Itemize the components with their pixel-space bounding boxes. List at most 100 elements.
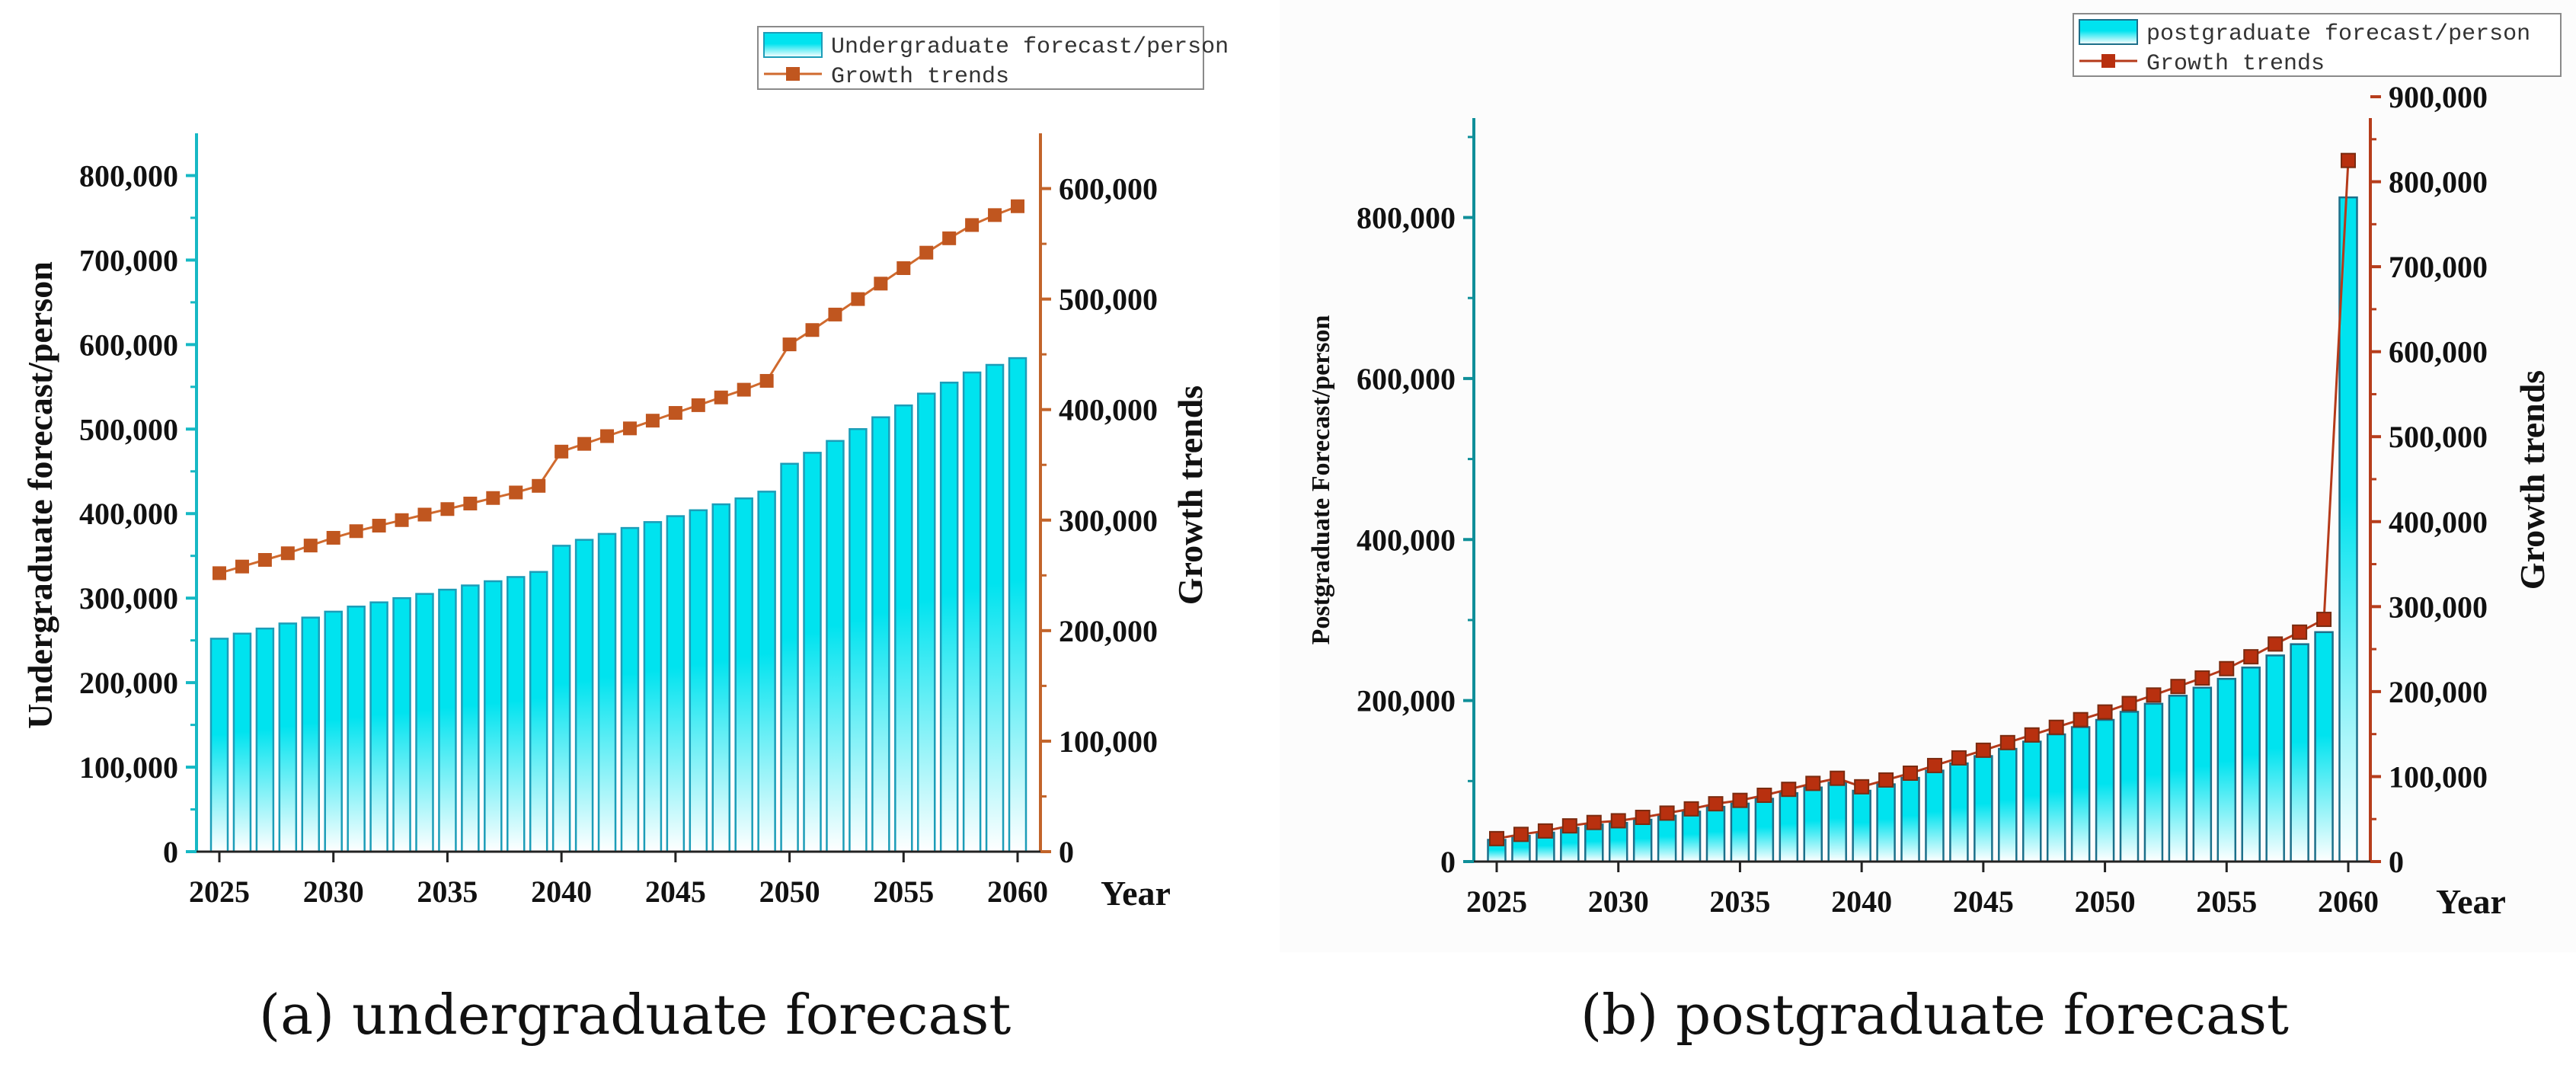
trend-marker-2036 [1756,787,1772,803]
trend-marker-2040 [1854,779,1870,795]
bar-2054 [2192,686,2213,863]
trend-marker-2035 [440,502,455,516]
legend-bar-label: postgraduate forecast/person [2146,21,2530,47]
trend-marker-2060 [1011,199,1024,213]
trend-marker-2054 [2194,670,2210,686]
trend-marker-2028 [280,546,295,561]
bar-2032 [1657,814,1677,863]
bar-2048 [734,497,753,853]
trend-marker-2031 [349,524,363,539]
bar-2033 [392,596,411,853]
right-tick-label-900000: 900,000 [2389,80,2488,114]
trend-marker-2057 [942,231,957,245]
legend-box [757,26,1204,90]
trend-marker-2034 [1708,796,1724,812]
trend-marker-2046 [1999,734,2015,750]
bar-2060 [1008,357,1028,853]
bar-2055 [894,404,913,853]
bar-2050 [2095,718,2115,863]
left-tick-label-200000: 200,000 [1357,684,1456,718]
bar-2042 [597,532,617,853]
trend-marker-2052 [828,307,842,321]
left-tick-label-0: 0 [1440,845,1456,879]
bar-2035 [438,588,457,853]
right-tick-label-200000: 200,000 [1059,614,1158,648]
bar-2049 [2070,726,2091,863]
bar-2043 [1925,769,1945,863]
bar-2045 [1974,755,1993,863]
left-tick-label-400000: 400,000 [79,497,178,531]
bar-2029 [301,616,321,853]
bar-2045 [666,515,686,853]
bar-2058 [2290,643,2309,863]
bar-2043 [620,526,640,853]
left-tick-label-500000: 500,000 [79,412,178,446]
x-tick-label-2055: 2055 [2196,884,2257,919]
trend-marker-2038 [509,485,523,500]
bar-2039 [529,571,548,853]
bar-2044 [1949,762,1969,863]
bar-2050 [780,462,799,853]
legend-bar-swatch [763,32,823,58]
bar-2055 [2216,677,2237,863]
left-tick-label-800000: 800,000 [1357,201,1456,235]
bar-2042 [1900,776,1920,863]
trend-marker-2048 [2048,719,2064,735]
trend-marker-2037 [486,491,500,505]
x-tick-label-2060: 2060 [987,875,1048,909]
bar-2025 [209,638,229,853]
x-axis-title: Year [1101,874,1171,913]
bar-2059 [2314,631,2334,863]
x-tick-label-2040: 2040 [1831,884,1892,919]
trend-marker-2046 [691,398,705,412]
trend-marker-2026 [235,559,249,574]
bar-2057 [939,382,959,853]
trend-marker-2027 [257,552,272,567]
trend-marker-2034 [417,507,432,522]
bar-2056 [2241,667,2261,863]
right-tick-label-700000: 700,000 [2389,250,2488,284]
trend-marker-2045 [1975,742,1991,758]
bar-2033 [1681,811,1702,863]
trend-marker-2025 [213,566,226,580]
bar-2046 [1998,747,2018,863]
right-tick-label-0: 0 [1059,835,1074,869]
bar-2035 [1730,802,1750,863]
bar-2038 [1803,786,1823,863]
trend-marker-2044 [645,414,660,428]
trend-marker-2038 [1805,775,1821,791]
trend-marker-2026 [1513,827,1529,843]
x-tick-label-2045: 2045 [1953,884,2014,919]
trend-marker-2057 [2268,636,2284,652]
x-tick-label-2060: 2060 [2318,884,2379,919]
trend-marker-2054 [874,277,888,291]
bar-2044 [643,521,663,853]
legend-box [2073,13,2562,77]
trend-marker-2047 [2024,727,2040,743]
x-tick-label-2050: 2050 [759,875,820,909]
trend-marker-2055 [896,261,911,275]
trend-marker-2056 [919,245,934,260]
bar-2037 [1779,791,1799,863]
right-tick-label-100000: 100,000 [2389,759,2488,794]
bar-2040 [1852,789,1871,863]
trend-marker-2056 [2243,649,2259,665]
trend-marker-2032 [1659,805,1675,821]
legend-line-label: Growth trends [831,64,1009,90]
bar-2058 [962,371,982,853]
left-axis-title: Postgraduate Forecast/person [1307,315,1335,645]
trend-marker-2059 [2316,612,2332,628]
bar-2034 [1705,805,1726,863]
trend-marker-2030 [1610,813,1626,829]
bar-2053 [849,428,868,853]
trend-marker-2044 [1951,750,1967,766]
bar-2047 [2021,740,2042,863]
legend-line-marker [2101,54,2115,68]
bar-2026 [232,632,252,853]
trend-marker-2031 [1635,809,1651,825]
left-tick-label-100000: 100,000 [79,750,178,785]
x-tick-label-2025: 2025 [1466,884,1527,919]
left-tick-label-600000: 600,000 [79,328,178,362]
right-tick-label-300000: 300,000 [2389,590,2488,624]
bar-2048 [2046,733,2066,863]
